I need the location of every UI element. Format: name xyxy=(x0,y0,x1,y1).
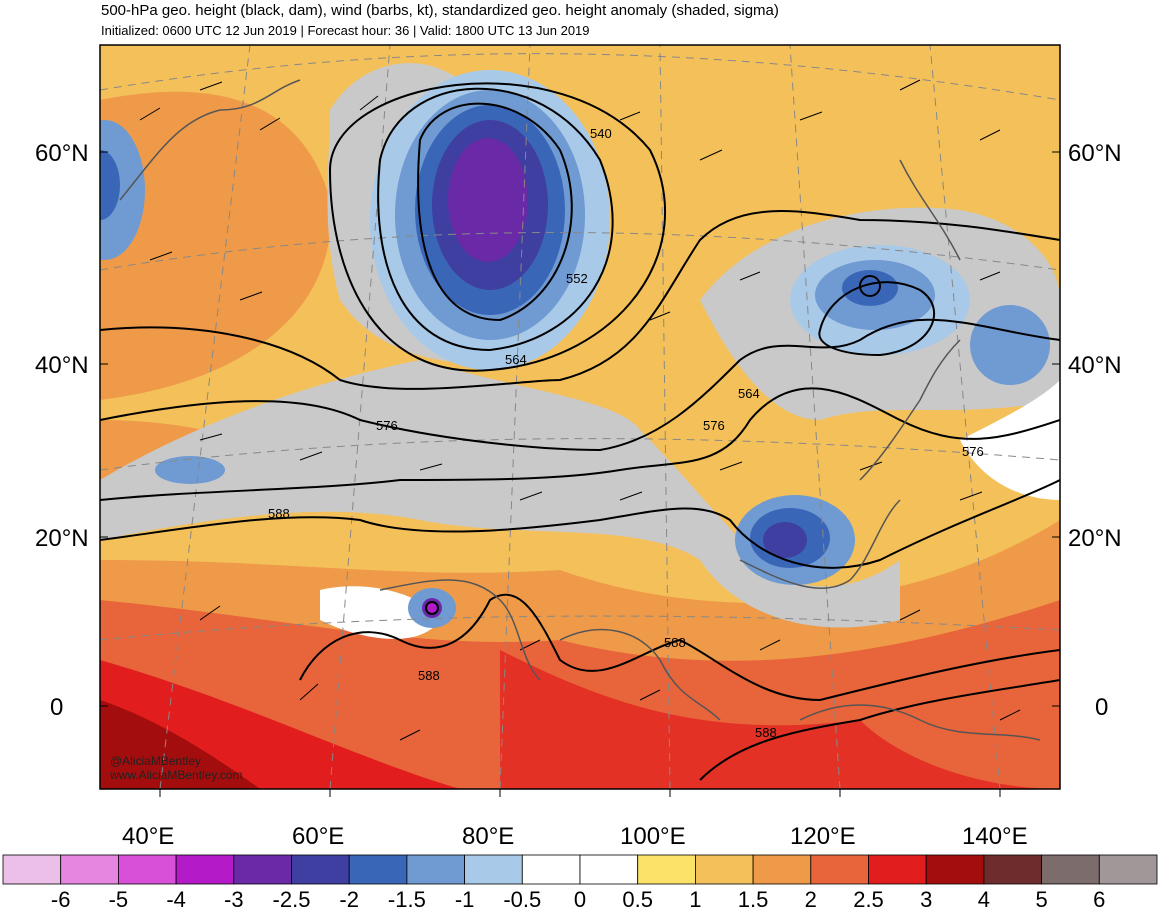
colorbar-label: 1 xyxy=(689,887,702,912)
coastlines xyxy=(119,79,1041,741)
contour-label: 564 xyxy=(505,352,527,367)
colorbar-label: 5 xyxy=(1035,887,1048,912)
colorbar-swatch xyxy=(406,854,465,885)
colorbar-swatch xyxy=(291,854,350,885)
height-contours xyxy=(100,82,1060,781)
colorbar-label: 6 xyxy=(1093,887,1106,912)
colorbar-swatch xyxy=(925,854,985,885)
colorbar-swatch xyxy=(1041,854,1100,885)
credit-site: www.AliciaMBentley.com xyxy=(110,768,243,782)
axis-ticks xyxy=(100,151,1060,797)
colorbar-label: 4 xyxy=(977,887,991,912)
colorbar-label: 0 xyxy=(573,887,587,912)
colorbar-swatch xyxy=(579,854,639,885)
colorbar-label: 1.5 xyxy=(737,887,769,912)
contour-label: 588 xyxy=(418,668,440,683)
colorbar-label: 3 xyxy=(920,887,933,912)
credit-handle: @AliciaMBentley xyxy=(110,754,201,768)
lon-label: 60°E xyxy=(292,823,345,850)
colorbar-label: 2.5 xyxy=(853,887,884,912)
colorbar-swatch xyxy=(60,854,119,885)
colorbar-swatch xyxy=(233,854,292,885)
contour-label: 552 xyxy=(566,271,588,286)
colorbar-swatch xyxy=(637,854,696,885)
colorbar-swatch xyxy=(810,854,869,885)
map-subtitle: Initialized: 0600 UTC 12 Jun 2019 | Fore… xyxy=(101,23,590,38)
colorbar-swatch xyxy=(348,854,408,885)
lat-label-right: 40°N xyxy=(1068,352,1122,379)
colorbar-swatch xyxy=(464,854,523,885)
map-title: 500-hPa geo. height (black, dam), wind (… xyxy=(101,2,779,19)
lat-label-right: 0 xyxy=(1095,694,1109,721)
colorbar-label: -6 xyxy=(50,887,71,912)
colorbar-label: -2 xyxy=(339,887,359,912)
colorbar-label: -1 xyxy=(454,887,475,912)
colorbar-label: -1.5 xyxy=(387,887,426,912)
colorbar-label: -4 xyxy=(166,887,186,912)
colorbar-swatch xyxy=(1098,854,1158,885)
contour-label: 576 xyxy=(962,444,984,459)
colorbar-label: 2 xyxy=(804,887,817,912)
contour-label: 576 xyxy=(376,418,398,433)
contour-label: 576 xyxy=(703,418,725,433)
colorbar-label: -2.5 xyxy=(272,887,311,912)
colorbar-label: -3 xyxy=(224,887,244,912)
contour-label-group: 540 552 564 564 576 576 576 588 588 588 … xyxy=(268,126,984,740)
colorbar-label: 0.5 xyxy=(622,887,653,912)
map-frame xyxy=(99,44,1061,790)
colorbar-label: -0.5 xyxy=(503,887,542,912)
colorbar-swatch xyxy=(695,854,754,885)
lon-label: 120°E xyxy=(790,823,856,850)
anomaly-shading xyxy=(100,45,1060,789)
colorbar-swatch xyxy=(868,854,927,885)
contour-label: 588 xyxy=(664,635,686,650)
lon-label: 140°E xyxy=(962,823,1028,850)
colorbar-swatch xyxy=(752,854,812,885)
lon-label: 40°E xyxy=(122,823,175,850)
colorbar-swatch xyxy=(118,854,177,885)
contour-label: 588 xyxy=(755,725,777,740)
contour-label: 588 xyxy=(268,506,290,521)
lon-label: 100°E xyxy=(620,823,686,850)
colorbar xyxy=(2,854,1158,885)
lat-label-left: 60°N xyxy=(35,140,89,167)
contour-label: 540 xyxy=(590,126,612,141)
lat-label-right: 60°N xyxy=(1068,140,1122,167)
colorbar-swatch xyxy=(521,854,581,885)
lon-label: 80°E xyxy=(462,823,515,850)
lat-label-left: 0 xyxy=(50,694,64,721)
colorbar-label: -5 xyxy=(108,887,129,912)
lat-label-left: 40°N xyxy=(35,352,89,379)
colorbar-swatch xyxy=(2,854,62,885)
lat-label-right: 20°N xyxy=(1068,525,1122,552)
lat-label-left: 20°N xyxy=(35,525,89,552)
colorbar-swatch xyxy=(175,854,235,885)
colorbar-swatch xyxy=(983,854,1043,885)
contour-label: 564 xyxy=(738,386,760,401)
